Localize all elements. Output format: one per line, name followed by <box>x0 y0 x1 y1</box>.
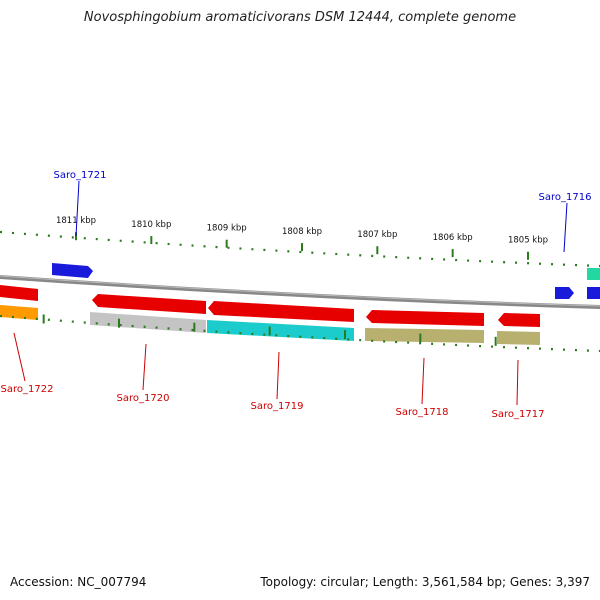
gene-arrow-saro-1718[interactable] <box>366 310 484 326</box>
category-bar-saro-1720 <box>90 312 206 333</box>
gene-labels: Saro_1721 Saro_1716 Saro_1722 Saro_1720 … <box>1 170 592 420</box>
gene-arrow-saro-1722[interactable] <box>0 285 38 301</box>
scale-tick-label-1807: 1807 kbp <box>357 230 397 240</box>
gene-label-saro-1717[interactable]: Saro_1717 <box>492 409 545 420</box>
connector-saro-1719 <box>276 351 280 400</box>
gene-arrow-saro-1717[interactable] <box>498 313 540 327</box>
gene-label-saro-1722[interactable]: Saro_1722 <box>1 384 54 395</box>
category-bar-saro-1719 <box>207 320 354 341</box>
gene-arrow-saro-1719[interactable] <box>208 301 354 322</box>
label-connectors <box>13 180 568 406</box>
gene-label-saro-1719[interactable]: Saro_1719 <box>251 401 304 412</box>
genome-backbone-highlight <box>0 275 600 307</box>
gene-arrow-saro-1716[interactable] <box>555 287 574 299</box>
outer-tick-ring <box>0 230 600 268</box>
scale-tick-label-1811: 1811 kbp <box>56 216 96 226</box>
gene-block-edge-blue[interactable] <box>587 287 600 299</box>
connector-saro-1716 <box>563 202 568 253</box>
genome-title: Novosphingobium aromaticivorans DSM 1244… <box>83 10 517 25</box>
inner-ticks <box>42 314 497 346</box>
gene-label-saro-1716[interactable]: Saro_1716 <box>539 192 592 203</box>
connector-saro-1721 <box>75 180 80 237</box>
reverse-gene-arrows <box>0 285 540 327</box>
gene-arrow-saro-1721[interactable] <box>52 263 93 278</box>
category-bar-saro-1718 <box>365 328 484 343</box>
category-bar-saro-1722 <box>0 305 38 320</box>
scale-tick-label-1806: 1806 kbp <box>433 233 473 243</box>
outer-tick-dots <box>0 230 600 268</box>
gene-block-edge-green[interactable] <box>587 268 600 280</box>
scale-ticks: 1811 kbp 1810 kbp 1809 kbp 1808 kbp 1807 kbp… <box>56 216 548 260</box>
accession-text: Accession: NC_007794 <box>10 575 147 589</box>
connector-saro-1720 <box>142 343 147 391</box>
connector-saro-1722 <box>13 332 26 382</box>
scale-tick-label-1810: 1810 kbp <box>131 220 171 230</box>
scale-tick-label-1808: 1808 kbp <box>282 227 322 237</box>
genome-backbone <box>0 275 600 309</box>
inner-tick-dots <box>0 314 600 353</box>
scale-tick-label-1809: 1809 kbp <box>207 224 247 234</box>
gene-label-saro-1721[interactable]: Saro_1721 <box>54 170 107 181</box>
scale-tick-label-1805: 1805 kbp <box>508 236 548 246</box>
forward-features <box>52 263 600 299</box>
category-bars <box>0 305 540 345</box>
gene-label-saro-1718[interactable]: Saro_1718 <box>396 407 449 418</box>
gene-label-saro-1720[interactable]: Saro_1720 <box>117 393 170 404</box>
connector-saro-1718 <box>421 357 425 405</box>
gene-arrow-saro-1720[interactable] <box>92 294 206 314</box>
genome-summary-text: Topology: circular; Length: 3,561,584 bp… <box>260 575 590 589</box>
connector-saro-1717 <box>516 359 519 406</box>
category-bar-saro-1717 <box>497 331 540 345</box>
